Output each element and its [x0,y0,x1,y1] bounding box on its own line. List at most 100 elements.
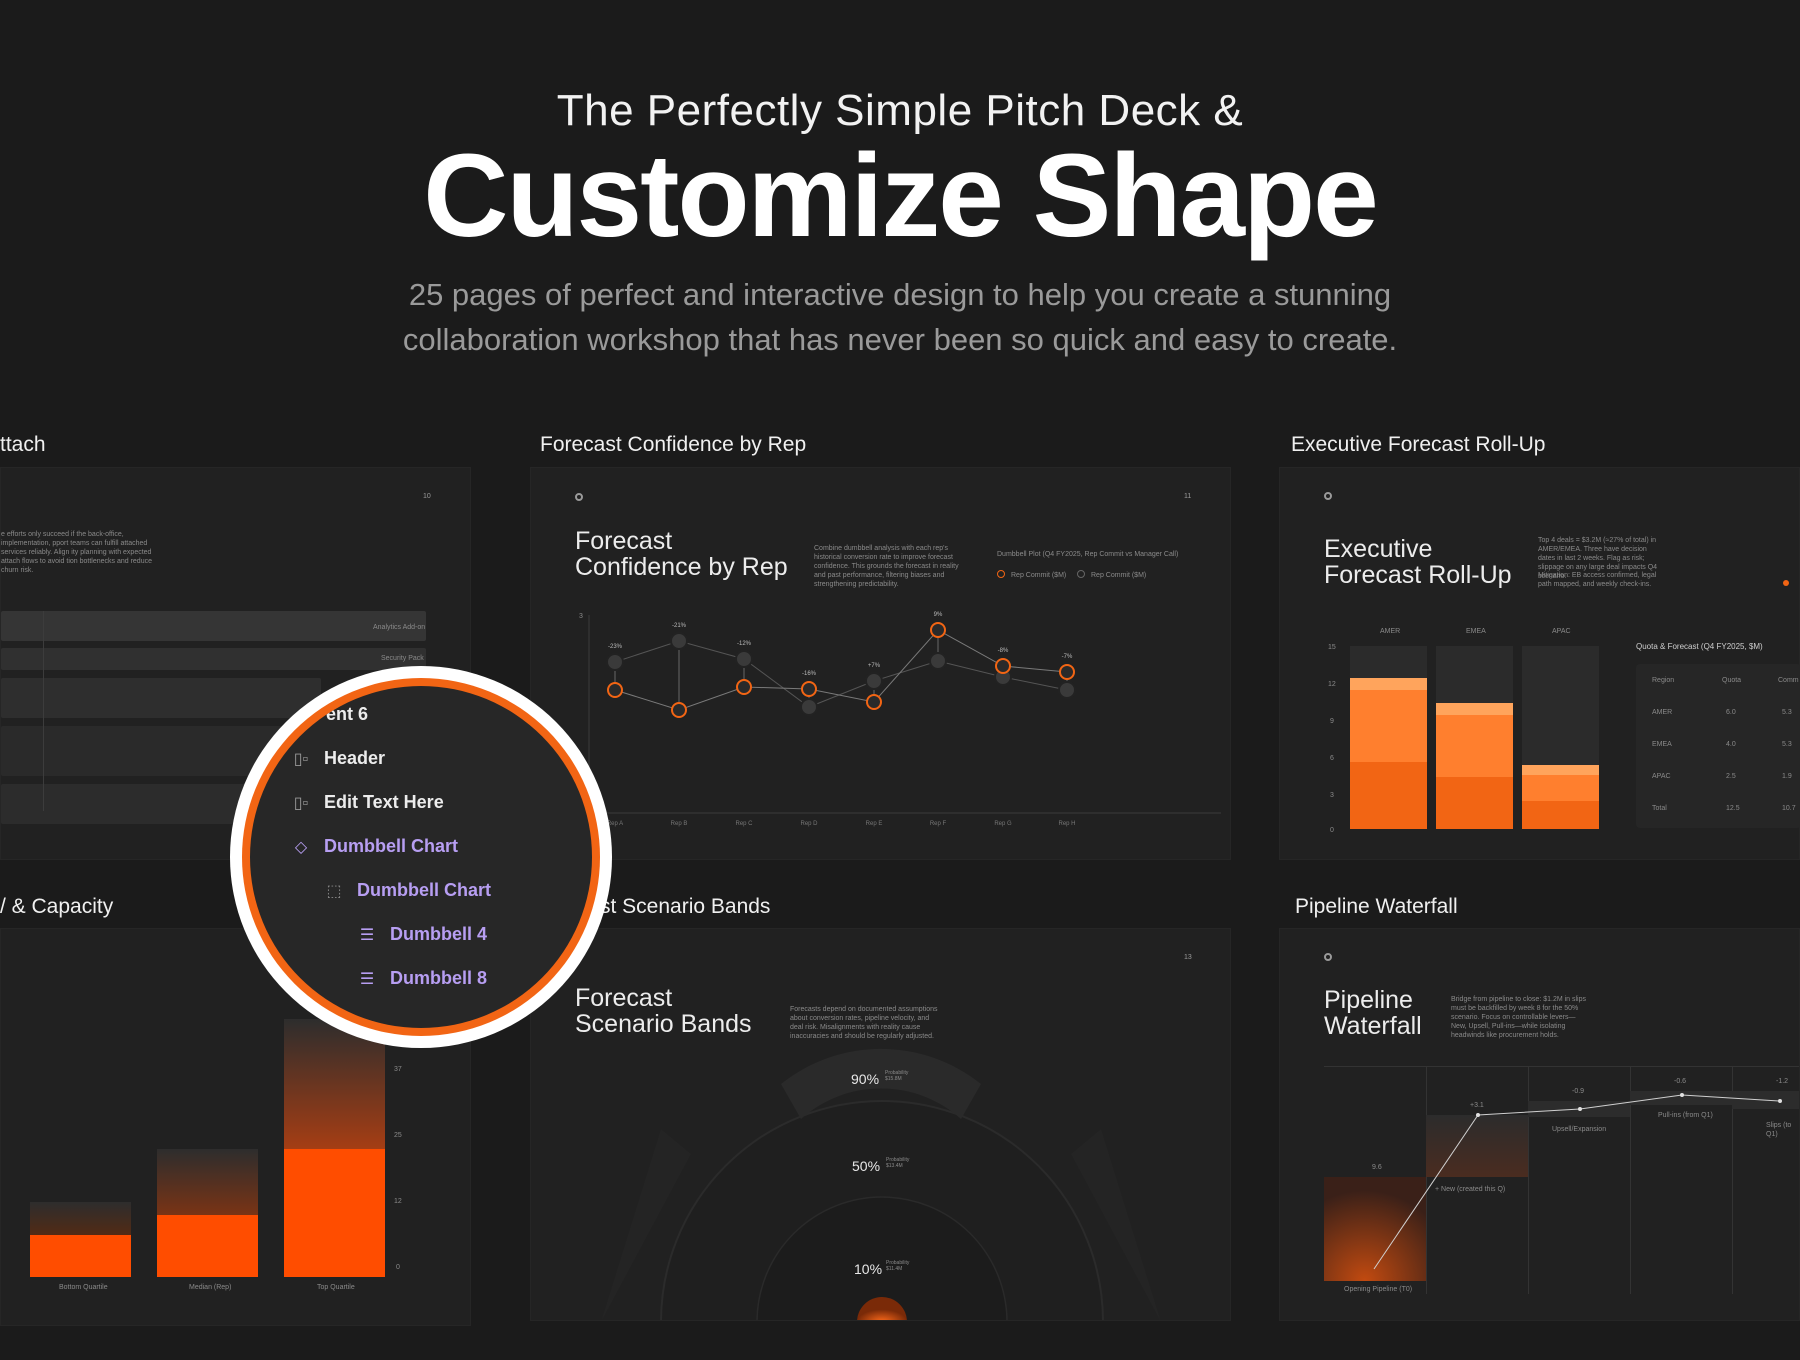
band-50-label: Probability $13.4M [886,1157,910,1169]
layer-label: Dumbbell Chart [324,836,459,856]
layer-item-dumbbell-4[interactable]: ☰ Dumbbell 4 [356,924,487,945]
layer-label: ent 6 [326,704,369,724]
slide-title-line-2: Scenario Bands [575,1010,752,1038]
frame-icon: ▯▫ [293,794,309,812]
layer-label: Dumbbell 8 [390,968,488,988]
hero-title: Customize Shape [423,130,1379,262]
rep-axis-label: Rep G [994,821,1012,827]
legend-marker-rep [997,570,1005,578]
divider [43,611,44,811]
bar-commit-cap-amer [1350,678,1427,690]
slide-forecast-confidence[interactable]: 11 Forecast Confidence by Rep Combine du… [530,467,1231,860]
y-axis-tick: 3 [1330,792,1334,799]
slide-body-text-2: Mitigation: EB access confirmed, legal p… [1538,572,1657,588]
region-label: EMEA [1466,628,1486,635]
legend-label: Rep Commit ($M) [1091,572,1147,579]
slide-scenario-bands[interactable]: 13 Forecast Scenario Bands Forecasts dep… [530,928,1231,1321]
layer-label: Dumbbell Chart [357,880,492,900]
layer-item-dumbbell-instance[interactable]: ⬚ Dumbbell Chart [323,880,491,901]
rep-axis-label: Rep A [607,821,623,827]
slide-title: Executive Forecast Roll-Up [1324,536,1512,588]
table-cell: EMEA [1652,741,1672,748]
rep-commit-point [930,622,946,638]
caption-capacity: / & Capacity [0,895,114,918]
layers-panel[interactable]: ent 6 ▯▫ Header ▯▫ Edit Text Here ◇ Dumb… [250,686,592,1028]
frame-icon: ▯▫ [293,750,309,768]
waterfall-label: Upsell/Expansion [1552,1126,1607,1133]
slide-executive-rollup[interactable]: Executive Forecast Roll-Up Top 4 deals =… [1279,467,1800,860]
flow-label: Analytics Add-on [373,624,426,631]
status-dot [1783,580,1789,586]
bar-commit-amer [1350,690,1427,762]
rep-axis-label: Rep B [671,821,688,827]
band-10-pct: 10% [854,1261,883,1277]
region-label: APAC [1552,628,1571,635]
rep-commit-point [671,702,687,718]
layer-label: Dumbbell 4 [390,924,488,944]
layer-item-dumbbell-8[interactable]: ☰ Dumbbell 8 [356,968,487,989]
slide-body-text: Top 4 deals = $3.2M (≈27% of total) in A… [1538,537,1658,580]
band-90-pct: 90% [851,1071,880,1087]
y-axis-tick: 37 [394,1066,402,1073]
series-line [614,640,1068,708]
delta-label: -23% [608,644,623,650]
band-90-label: Probability $15.8M [885,1070,909,1082]
waterfall-connector [1373,1093,1782,1270]
slide-body-text: Forecasts depend on documented assumptio… [790,1006,938,1040]
delta-label: -16% [802,671,817,677]
dumbbell-chart: -23% Rep A -21% Rep B -12% Rep C -16% Rep D +7% R… [588,612,1221,827]
y-axis-tick: 25 [394,1132,402,1139]
caption-executive-rollup: Executive Forecast Roll-Up [1291,433,1546,456]
gear-icon [1324,953,1332,961]
slide-title-line-2: Waterfall [1324,1012,1422,1040]
table-cell: 5.3 [1782,709,1792,716]
table-cell: 2.5 [1726,773,1736,780]
slide-body-text: Combine dumbbell analysis with each rep'… [814,545,959,588]
bar-median [157,1215,258,1277]
gridline [1630,1066,1631,1294]
page-number: 13 [1184,954,1192,961]
layer-item-partial[interactable]: ent 6 [326,704,368,725]
y-axis-tick: 0 [1330,827,1334,834]
y-axis-tick: 3 [579,613,583,620]
bar-commit-apac [1522,775,1599,801]
region-label: AMER [1380,628,1401,635]
caption-pipeline-waterfall: Pipeline Waterfall [1295,895,1458,918]
rep-axis-label: Rep E [866,821,883,827]
bar-commit-emea [1436,715,1513,777]
slide-title: Forecast Scenario Bands [575,985,752,1037]
table-cell: 10.7 [1782,805,1796,812]
slide-title: Pipeline Waterfall [1324,987,1422,1039]
table-cell: 6.0 [1726,709,1736,716]
hero-subtitle: 25 pages of perfect and interactive desi… [400,272,1400,362]
hero-kicker: The Perfectly Simple Pitch Deck & [556,86,1244,135]
band-50-pct: 50% [852,1158,881,1174]
caption-service-attach: ttach [0,433,46,456]
gear-icon [575,493,583,501]
waterfall-label: Opening Pipeline (T0) [1344,1286,1413,1293]
slide-body-text: e efforts only succeed if the back-offic… [1,531,152,574]
layer-item-header[interactable]: ▯▫ Header [290,748,385,769]
flow-band [1,648,426,670]
bar-base-apac [1522,801,1599,829]
manager-call-point [929,652,947,670]
gridline [1528,1066,1529,1294]
y-axis-tick: 0 [396,1264,400,1271]
component-icon: ◇ [294,838,308,856]
rep-commit-point [607,682,623,698]
slide-pipeline-waterfall[interactable]: Pipeline Waterfall Bridge from pipeline … [1279,928,1800,1321]
layer-item-edit-text[interactable]: ▯▫ Edit Text Here [290,792,444,813]
slide-title-line-2: Forecast Roll-Up [1324,561,1512,589]
waterfall-bar-opening [1324,1177,1426,1281]
waterfall-label: Slips (to Q1) [1766,1122,1792,1138]
slide-title-line-2: Confidence by Rep [575,553,788,581]
caption-forecast-confidence: Forecast Confidence by Rep [540,433,807,456]
table-header: Commit [1778,677,1800,684]
layer-item-dumbbell-component[interactable]: ◇ Dumbbell Chart [290,836,458,857]
rep-commit-point [1059,664,1075,680]
slide-title-line-1: Forecast [575,527,673,555]
delta-label: -12% [737,641,752,647]
waterfall-value: +3.1 [1470,1102,1484,1109]
manager-call-point [1058,681,1076,699]
y-axis-tick: 12 [1328,681,1336,688]
